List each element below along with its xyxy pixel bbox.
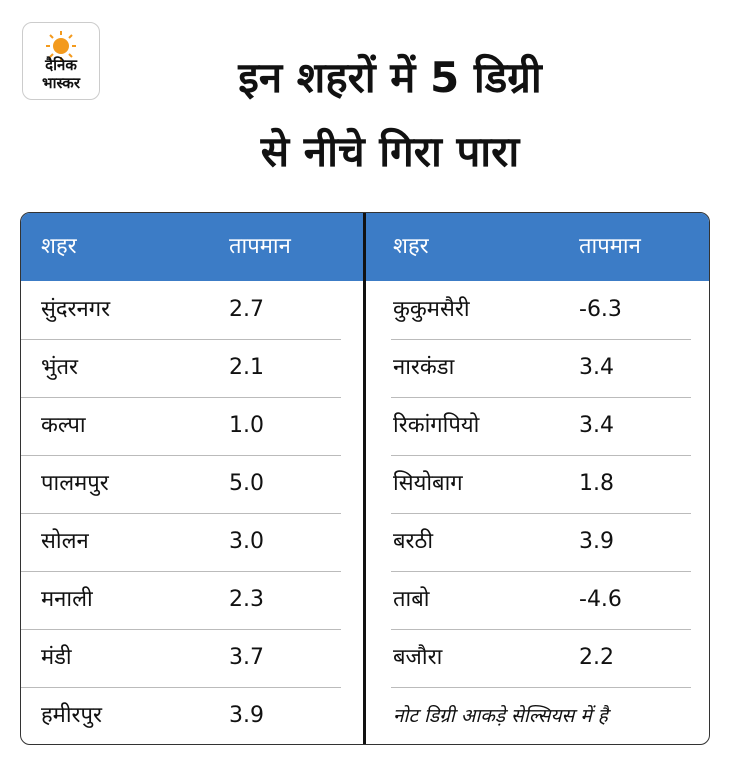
temperature: 3.4 bbox=[579, 413, 614, 438]
temperature: 5.0 bbox=[229, 471, 264, 496]
row-separator bbox=[391, 571, 691, 572]
temperature: 3.7 bbox=[229, 645, 264, 670]
logo-text: दैनिक bbox=[45, 56, 77, 74]
row-separator bbox=[391, 513, 691, 514]
temperature: 1.0 bbox=[229, 413, 264, 438]
row-separator bbox=[21, 629, 341, 630]
city: भुंतर bbox=[41, 355, 79, 380]
temperature: 2.7 bbox=[229, 297, 264, 322]
temperature: 1.8 bbox=[579, 471, 614, 496]
city: बरठी bbox=[393, 529, 434, 554]
temperature: 3.9 bbox=[579, 529, 614, 554]
row-separator bbox=[21, 687, 341, 688]
column-divider bbox=[363, 213, 366, 744]
city: हमीरपुर bbox=[41, 703, 103, 728]
row-separator bbox=[391, 687, 691, 688]
header-cell: शहर bbox=[41, 234, 77, 259]
header-cell: तापमान bbox=[579, 234, 641, 259]
city: बजौरा bbox=[393, 645, 443, 670]
city: मनाली bbox=[41, 587, 93, 612]
row-separator bbox=[391, 339, 691, 340]
city: मंडी bbox=[41, 645, 72, 670]
row-separator bbox=[21, 571, 341, 572]
city: कुकुमसैरी bbox=[393, 297, 470, 322]
temperature: 2.3 bbox=[229, 587, 264, 612]
city: पालमपुर bbox=[41, 471, 109, 496]
city: नारकंडा bbox=[393, 355, 455, 380]
city: ताबो bbox=[393, 587, 430, 612]
row-separator bbox=[21, 455, 341, 456]
city: सियोबाग bbox=[393, 471, 463, 496]
title: इन शहरों में 5 डिग्री bbox=[238, 53, 542, 102]
temperature: -6.3 bbox=[579, 297, 622, 322]
temperature: 3.9 bbox=[229, 703, 264, 728]
row-separator bbox=[21, 397, 341, 398]
note: नोट डिग्री आकड़े सेल्सियस में है bbox=[393, 705, 608, 727]
city: रिकांगपियो bbox=[393, 413, 480, 438]
temperature: -4.6 bbox=[579, 587, 622, 612]
title: से नीचे गिरा पारा bbox=[260, 127, 520, 176]
logo: दैनिक भास्कर bbox=[22, 22, 100, 100]
header-cell: तापमान bbox=[229, 234, 291, 259]
temperature: 3.0 bbox=[229, 529, 264, 554]
logo-text: भास्कर bbox=[42, 74, 80, 92]
city: सोलन bbox=[41, 529, 89, 554]
city: कल्पा bbox=[41, 413, 86, 438]
row-separator bbox=[391, 629, 691, 630]
logo-sun bbox=[46, 31, 76, 61]
temperature: 3.4 bbox=[579, 355, 614, 380]
temperature: 2.2 bbox=[579, 645, 614, 670]
header-cell: शहर bbox=[393, 234, 429, 259]
row-separator bbox=[21, 339, 341, 340]
row-separator bbox=[21, 513, 341, 514]
city: सुंदरनगर bbox=[41, 297, 111, 322]
table: शहर तापमान सुंदरनगर 2.7 भुंतर 2.1 कल्पा 1.0 पालम… bbox=[20, 212, 710, 745]
temperature: 2.1 bbox=[229, 355, 264, 380]
row-separator bbox=[391, 397, 691, 398]
row-separator bbox=[391, 455, 691, 456]
